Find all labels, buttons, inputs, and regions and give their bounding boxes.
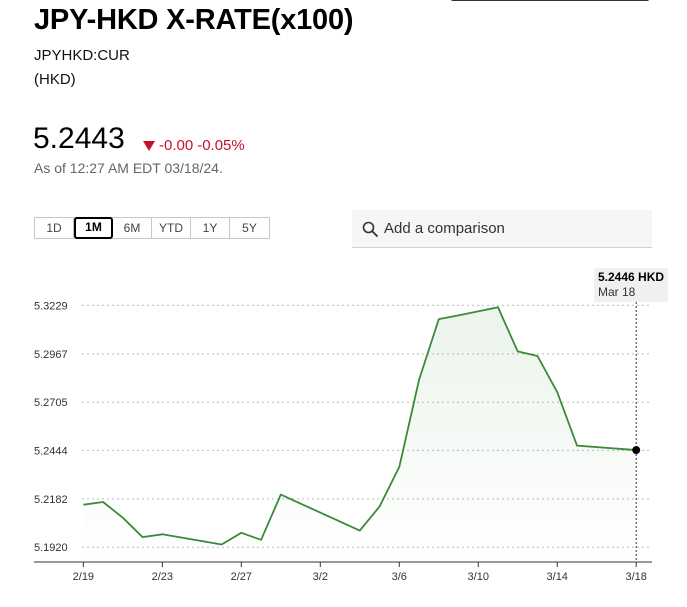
range-1m-button[interactable]: 1M bbox=[74, 217, 113, 239]
quote-currency: (HKD) bbox=[34, 71, 76, 88]
x-tick-label: 2/19 bbox=[73, 571, 94, 583]
tooltip-value: 5.2446 HKD bbox=[598, 270, 665, 284]
y-tick-label: 5.2705 bbox=[34, 397, 68, 409]
y-tick-label: 5.2182 bbox=[34, 494, 68, 506]
price-area bbox=[83, 307, 637, 562]
x-tick-label: 3/6 bbox=[392, 571, 407, 583]
time-range-selector: 1D 1M 6M YTD 1Y 5Y bbox=[34, 217, 270, 239]
range-5y-button[interactable]: 5Y bbox=[230, 218, 269, 238]
hover-point bbox=[632, 446, 641, 455]
x-tick-label: 2/23 bbox=[152, 571, 173, 583]
x-tick-label: 3/18 bbox=[625, 571, 646, 583]
page-title: JPY-HKD X-RATE(x100) bbox=[34, 4, 354, 36]
x-tick-label: 2/27 bbox=[231, 571, 252, 583]
x-tick-label: 3/14 bbox=[547, 571, 568, 583]
hover-tooltip: 5.2446 HKD Mar 18 bbox=[594, 268, 669, 302]
add-comparison-label: Add a comparison bbox=[384, 220, 505, 237]
x-tick-label: 3/10 bbox=[468, 571, 489, 583]
x-tick-label: 3/2 bbox=[313, 571, 328, 583]
search-icon bbox=[362, 221, 378, 237]
tooltip-date: Mar 18 bbox=[598, 285, 636, 299]
range-1y-button[interactable]: 1Y bbox=[191, 218, 230, 238]
quote-timestamp: As of 12:27 AM EDT 03/18/24. bbox=[34, 160, 223, 176]
y-tick-label: 5.2444 bbox=[34, 445, 68, 457]
current-price: 5.2443 bbox=[33, 122, 125, 155]
y-tick-label: 5.2967 bbox=[34, 349, 68, 361]
change-percent: -0.05% bbox=[197, 137, 245, 154]
range-ytd-button[interactable]: YTD bbox=[152, 218, 191, 238]
range-1d-button[interactable]: 1D bbox=[35, 218, 74, 238]
add-comparison-input[interactable]: Add a comparison bbox=[352, 210, 652, 248]
y-tick-label: 5.3229 bbox=[34, 300, 68, 312]
price-change: -0.00 -0.05% bbox=[143, 137, 245, 154]
range-6m-button[interactable]: 6M bbox=[113, 218, 152, 238]
ticker-symbol: JPYHKD:CUR bbox=[34, 47, 130, 64]
y-tick-label: 5.1920 bbox=[34, 542, 68, 554]
down-arrow-icon bbox=[143, 140, 155, 151]
price-line bbox=[83, 306, 637, 546]
change-value: -0.00 bbox=[159, 137, 194, 154]
